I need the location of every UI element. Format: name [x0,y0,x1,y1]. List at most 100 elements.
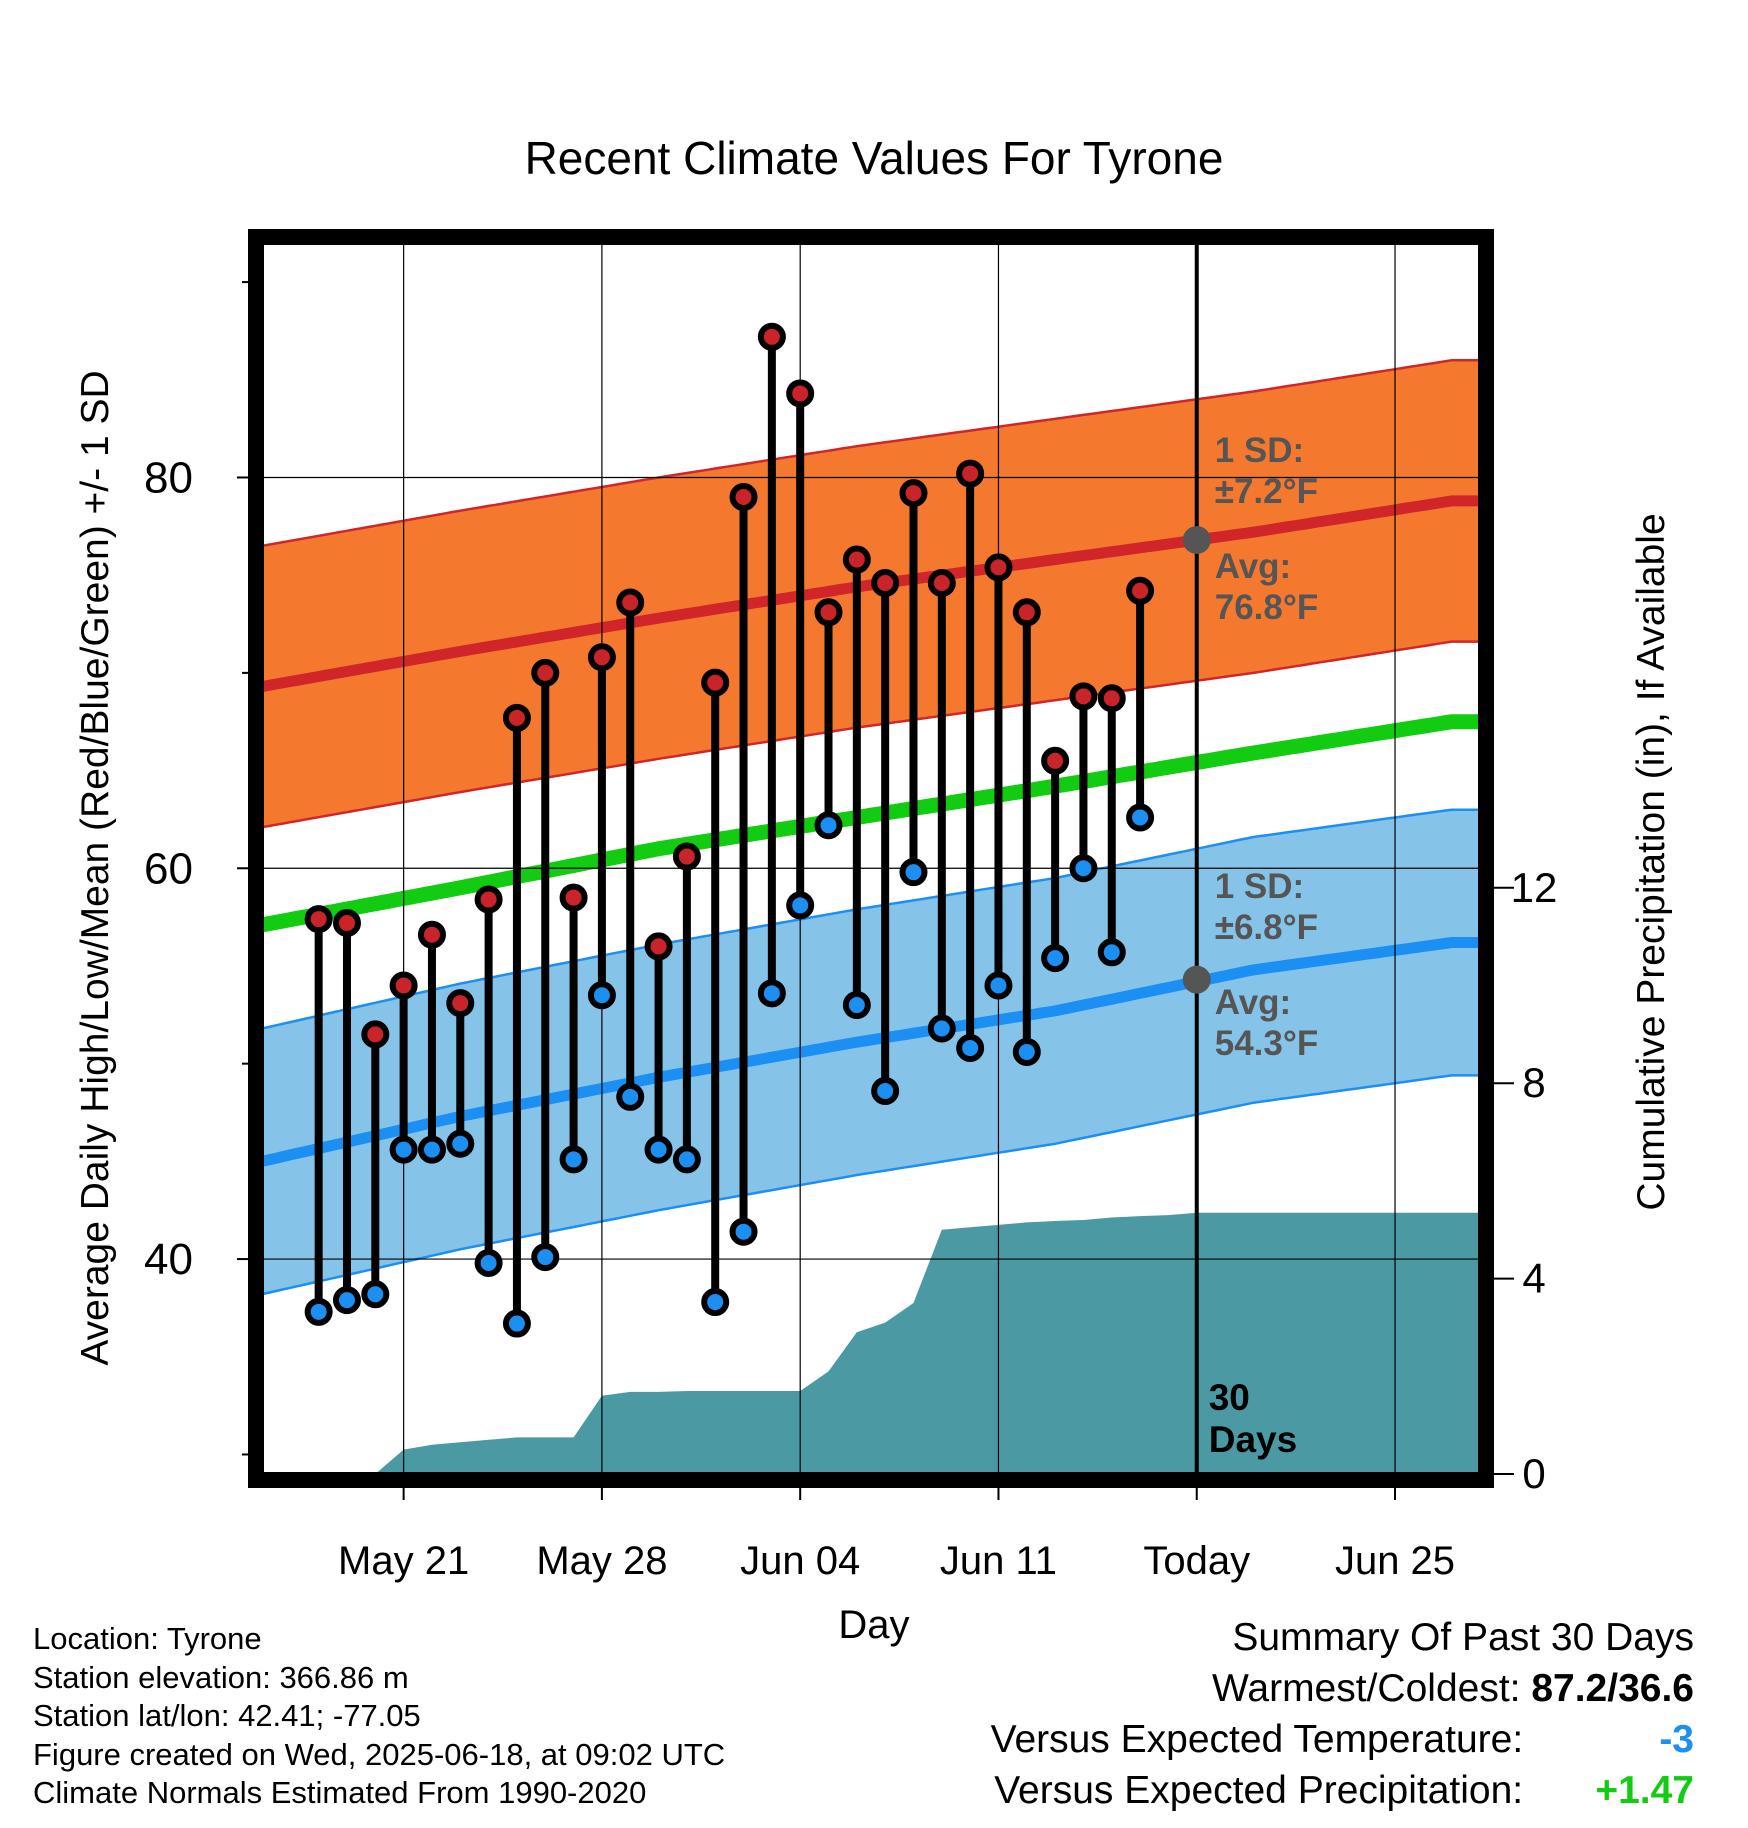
low-sd-value: ±6.8°F [1215,908,1318,947]
mean-line [260,714,1480,933]
obs-low-point [644,1135,673,1164]
high-avg-value: 76.8°F [1215,588,1319,627]
high-sd-value: ±7.2°F [1215,472,1318,511]
left-axis: 40 60 80 [144,281,248,1456]
left-tick-label: 60 [144,844,193,893]
obs-high-point [814,598,843,627]
obs-low-point [701,1288,730,1317]
obs-high-point [871,568,900,597]
right-tick-label: 0 [1522,1450,1545,1497]
x-tick-label: Jun 11 [940,1539,1057,1583]
precip-value: +1.47 [1595,1769,1694,1812]
warm-cold-label: Warmest/Coldest: [1212,1667,1521,1710]
obs-low-point [814,811,843,840]
obs-low-point [757,979,786,1008]
summary-panel: Summary Of Past 30 Days Warmest/Coldest:… [991,1612,1694,1816]
low-upper-line [261,808,1480,1030]
obs-high-point [927,568,956,597]
x-tick-label: May 21 [338,1539,469,1583]
obs-low-point [1041,944,1070,973]
obs-high-point [956,459,985,488]
y-axis-right-label: Cumulative Precipitation (in), If Availa… [1630,513,1673,1210]
obs-low-point [1097,938,1126,967]
obs-high-point [984,553,1013,582]
x-axis: May 21 May 28 Jun 04 Jun 11 Today Jun 25 [338,1488,1455,1583]
today-low-avg-marker [1182,965,1211,994]
location-text: Location: Tyrone [33,1621,262,1656]
obs-low-point [587,981,616,1010]
obs-low-point [446,1129,475,1158]
obs-high-point [304,905,333,934]
temp-label: Versus Expected Temperature: [990,1718,1524,1761]
obs-high-point [446,989,475,1018]
low-mean-line [260,937,1480,1167]
obs-low-point [361,1280,390,1309]
right-axis: 0 4 8 12 [1494,864,1557,1497]
high-mean-line [261,495,1480,693]
plot-frame [248,229,1494,1488]
obs-high-point [1097,684,1126,713]
normals-text: Climate Normals Estimated From 1990-2020 [33,1775,647,1810]
obs-low-point [1126,803,1155,832]
summary-precipitation: Versus Expected Precipitation: +1.47 [991,1765,1694,1816]
right-tick-label: 4 [1522,1255,1545,1302]
right-tick-label: 12 [1511,864,1558,911]
obs-high-point [672,842,701,871]
obs-low-point [786,891,815,920]
obs-high-point [417,920,446,949]
low-lower-line [261,1074,1480,1296]
obs-high-point [1126,576,1155,605]
obs-low-point [559,1145,588,1174]
obs-low-point [672,1145,701,1174]
obs-high-point [474,885,503,914]
obs-high-point [729,483,758,512]
obs-high-point [587,643,616,672]
station-info: Location: Tyrone Station elevation: 366.… [33,1620,725,1813]
high-lower-line [261,640,1480,829]
obs-low-point [927,1014,956,1043]
obs-high-point [1041,746,1070,775]
high-avg-label: Avg: [1215,547,1291,586]
today-days-number: 30 [1209,1377,1250,1418]
obs-high-point [644,932,673,961]
obs-low-point [502,1309,531,1338]
summary-temperature: Versus Expected Temperature: -3 [991,1714,1694,1765]
elevation-text: Station elevation: 366.86 m [33,1659,409,1695]
chart-title: Recent Climate Values For Tyrone [525,132,1224,184]
summary-title: Summary Of Past 30 Days [1232,1616,1694,1659]
created-text: Figure created on Wed, 2025-06-18, at 09… [33,1736,726,1772]
precip-area [318,1212,1481,1474]
high-upper-line [261,358,1480,548]
obs-high-point [842,545,871,574]
low-sd-label: 1 SD: [1215,867,1304,906]
observations [304,322,1155,1338]
obs-high-point [757,322,786,351]
obs-low-point [956,1034,985,1063]
x-tick-label: May 28 [536,1539,667,1583]
latlon-text: Station lat/lon: 42.41; -77.05 [33,1698,421,1733]
low-avg-label: Avg: [1215,983,1291,1022]
obs-low-point [332,1286,361,1315]
obs-low-point [899,858,928,887]
obs-high-point [701,668,730,697]
obs-low-point [984,971,1013,1000]
obs-high-point [616,588,645,617]
obs-low-point [531,1243,560,1272]
right-tick-label: 8 [1522,1059,1545,1106]
obs-high-point [1069,682,1098,711]
obs-low-point [304,1297,333,1326]
left-tick-label: 80 [144,453,193,502]
obs-high-point [389,971,418,1000]
low-avg-value: 54.3°F [1215,1024,1319,1063]
temp-value: -3 [1659,1718,1694,1761]
obs-low-point [729,1217,758,1246]
summary-warm-cold: Warmest/Coldest: 87.2/36.6 [991,1663,1694,1714]
obs-low-point [417,1135,446,1164]
obs-high-point [531,658,560,687]
obs-low-point [842,991,871,1020]
x-tick-label: Jun 04 [740,1539,860,1583]
low-sd-band [262,809,1480,1295]
obs-low-point [616,1082,645,1111]
x-axis-label: Day [838,1603,909,1647]
precip-label: Versus Expected Precipitation: [994,1769,1524,1812]
